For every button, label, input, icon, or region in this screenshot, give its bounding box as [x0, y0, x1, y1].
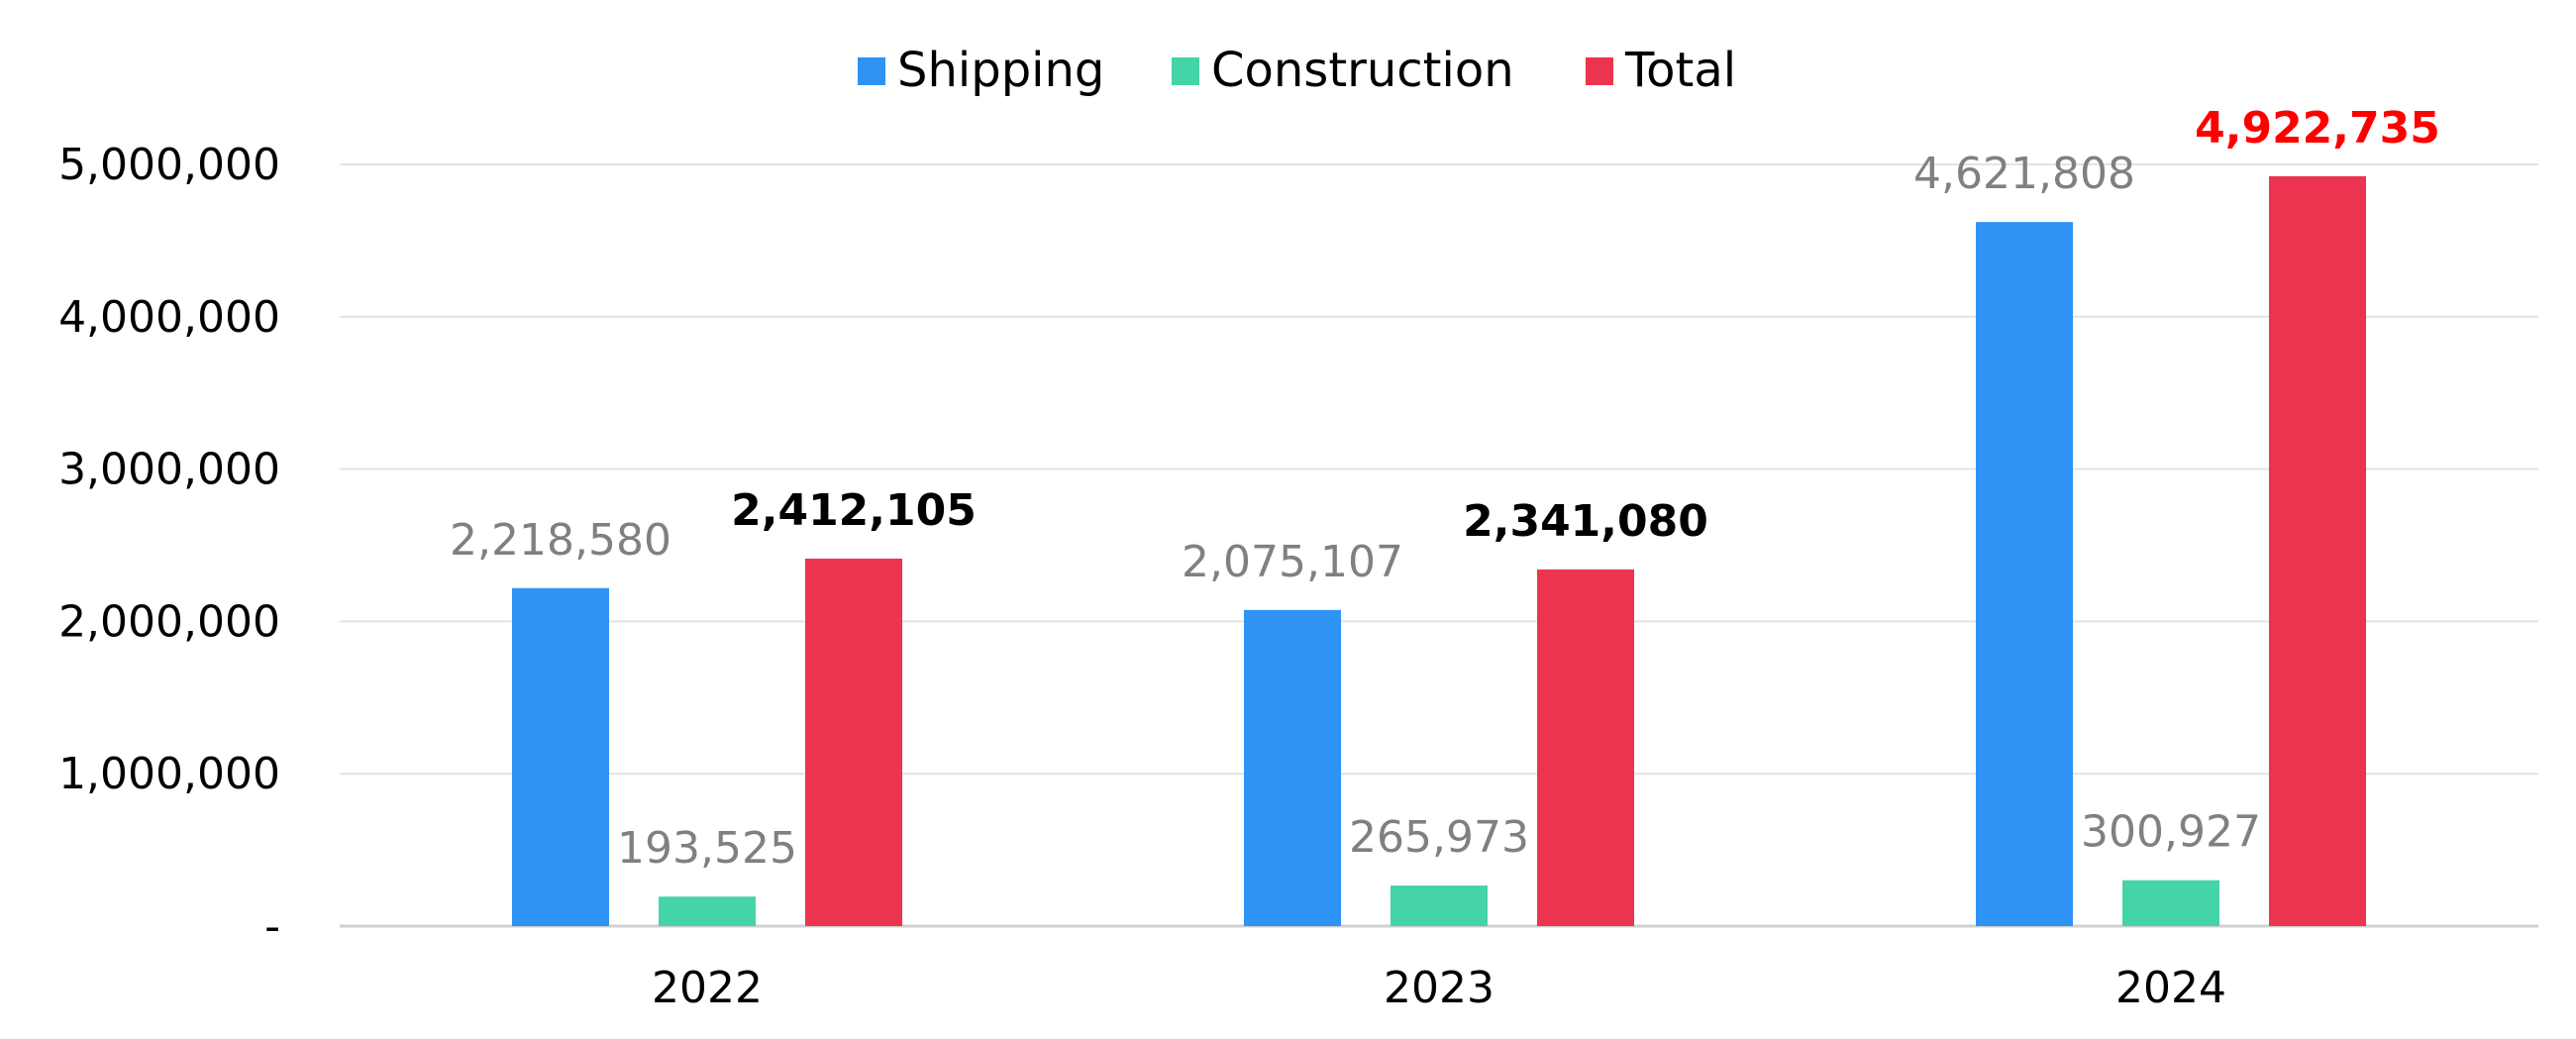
legend-item-total: Total — [1586, 43, 1736, 98]
data-label-total-2022: 2,412,105 — [731, 485, 977, 536]
y-tick-label: 4,000,000 — [58, 292, 280, 343]
bar-total-2023 — [1537, 569, 1634, 926]
data-label-total-2024: 4,922,735 — [2195, 103, 2440, 154]
y-axis: - 1,000,000 2,000,000 3,000,000 4,000,000 5,0… — [58, 140, 280, 952]
legend-swatch — [858, 57, 885, 85]
y-tick-label: 1,000,000 — [58, 749, 280, 799]
bar-shipping-2023 — [1244, 609, 1341, 926]
data-label-shipping-2024: 4,621,808 — [1913, 149, 2135, 199]
bar-shipping-2022 — [512, 587, 609, 926]
data-label-construction-2022: 193,525 — [617, 823, 797, 874]
legend-item-shipping: Shipping — [858, 43, 1104, 98]
x-tick-label: 2024 — [2115, 963, 2226, 1013]
data-label-total-2023: 2,341,080 — [1463, 496, 1708, 547]
y-tick-label: 3,000,000 — [58, 445, 280, 495]
legend-label: Total — [1624, 43, 1736, 98]
data-label-shipping-2022: 2,218,580 — [450, 515, 671, 566]
bar-construction-2023 — [1391, 885, 1488, 926]
legend: Shipping Construction Total — [858, 43, 1736, 98]
y-tick-label: - — [264, 901, 280, 952]
bar-total-2024 — [2269, 175, 2366, 926]
legend-swatch — [1586, 57, 1613, 85]
data-label-construction-2024: 300,927 — [2081, 807, 2261, 858]
bar-construction-2024 — [2122, 880, 2219, 926]
data-label-construction-2023: 265,973 — [1349, 812, 1529, 863]
legend-label: Shipping — [897, 43, 1104, 98]
data-labels: 2,218,580 2,075,107 4,621,808 193,525 265,97… — [450, 103, 2440, 874]
legend-label: Construction — [1211, 43, 1514, 98]
bar-total-2022 — [805, 559, 902, 926]
y-tick-label: 5,000,000 — [58, 140, 280, 190]
bar-construction-2022 — [659, 896, 756, 926]
data-label-shipping-2023: 2,075,107 — [1182, 537, 1403, 587]
bar-shipping-2024 — [1976, 222, 2073, 927]
bars — [512, 175, 2366, 927]
y-tick-label: 2,000,000 — [58, 596, 280, 647]
legend-swatch — [1172, 57, 1199, 85]
x-tick-label: 2023 — [1384, 963, 1494, 1013]
legend-item-construction: Construction — [1172, 43, 1514, 98]
x-tick-label: 2022 — [652, 963, 763, 1013]
x-axis: 2022 2023 2024 — [652, 963, 2226, 1013]
